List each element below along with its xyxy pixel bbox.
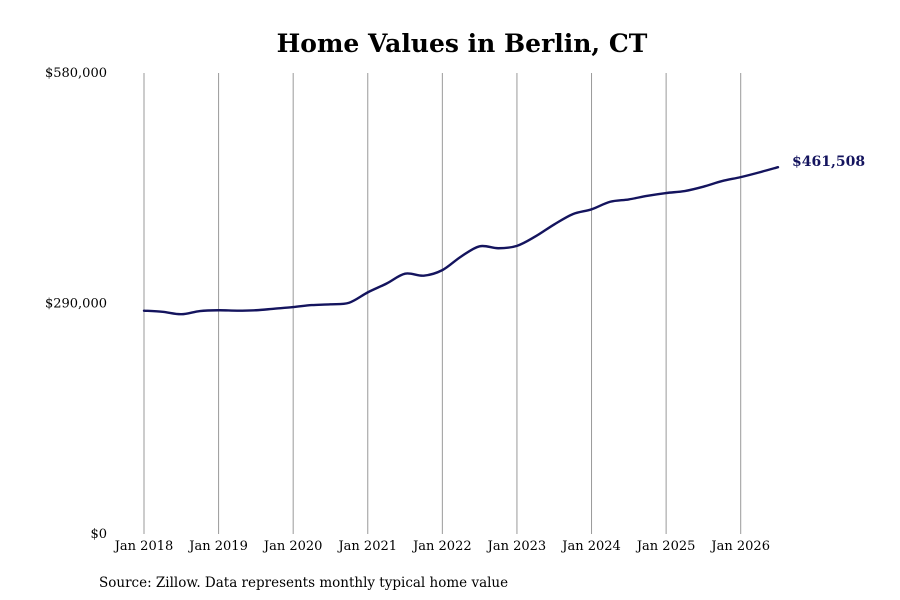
y-tick-label: $0 [90, 527, 107, 542]
source-note: Source: Zillow. Data represents monthly … [99, 575, 508, 591]
y-tick-label: $290,000 [45, 297, 107, 312]
series-layer [142, 165, 780, 316]
x-tick-label: Jan 2020 [262, 539, 323, 554]
chart-title: Home Values in Berlin, CT [277, 29, 648, 58]
x-tick-label: Jan 2018 [113, 539, 174, 554]
x-tick-label: Jan 2024 [560, 539, 621, 554]
series-line-0 [142, 165, 780, 316]
x-tick-label: Jan 2022 [411, 539, 472, 554]
x-tick-label: Jan 2025 [635, 539, 696, 554]
y-axis-tick-labels: $0 $290,000 $580,000 [45, 66, 107, 542]
end-value-label: $461,508 [792, 154, 865, 170]
x-tick-label: Jan 2026 [709, 539, 770, 554]
vertical-gridlines [143, 73, 742, 534]
y-tick-label: $580,000 [45, 66, 107, 81]
x-tick-label: Jan 2019 [187, 539, 248, 554]
x-tick-label: Jan 2023 [486, 539, 547, 554]
x-axis-tick-labels: Jan 2018 Jan 2019 Jan 2020 Jan 2021 Jan 2022… [113, 539, 770, 554]
x-tick-label: Jan 2021 [336, 539, 397, 554]
